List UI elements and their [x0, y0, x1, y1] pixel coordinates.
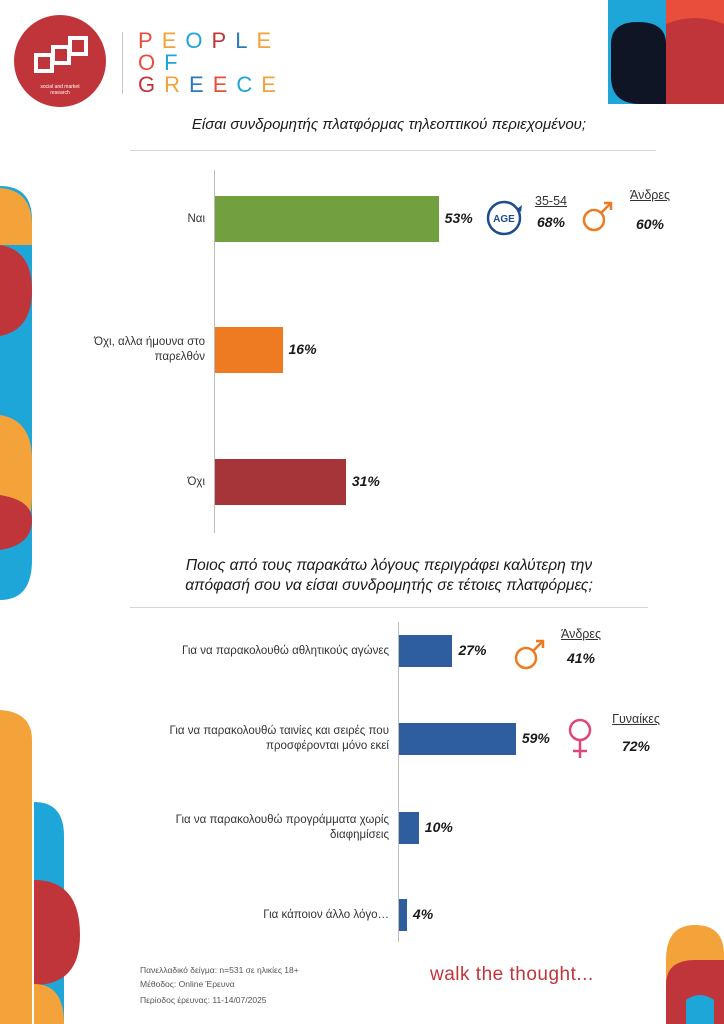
chart2-category-label: Για να παρακολουθώ προγράμματα χωρίς διαφ… — [89, 813, 389, 843]
chart1-bar — [215, 459, 346, 505]
brand-letter: E — [256, 28, 281, 53]
chart2-category-line: Για να παρακολουθώ αθλητικούς αγώνες — [182, 644, 389, 657]
chart2-bar — [399, 812, 419, 844]
brand-line-3: GREECE — [138, 74, 285, 96]
female-badge-label: Γυναίκες — [612, 712, 660, 726]
brand-letter: C — [236, 72, 262, 97]
brand-line-1: PEOPLE — [138, 30, 280, 52]
male-badge-label-1: Άνδρες — [629, 188, 671, 202]
footer-period: Περίοδος έρευνας: 11-14/07/2025 — [140, 995, 267, 1005]
age-icon: AGE — [486, 200, 522, 236]
brand-letter: R — [164, 72, 190, 97]
chart2-category-line: Για κάποιον άλλο λόγο… — [263, 908, 389, 921]
chart1-axis — [214, 170, 215, 533]
chart2-value-label: 10% — [424, 819, 453, 835]
age-badge-value: 68% — [536, 214, 566, 230]
chart2-bar — [399, 723, 516, 755]
chart2-title: Ποιος από τους παρακάτω λόγους περιγράφε… — [130, 556, 648, 596]
brand-letter: P — [211, 28, 236, 53]
chart1-value-label: 53% — [444, 210, 473, 226]
chart2-axis — [398, 622, 399, 942]
chart1-divider — [130, 150, 656, 151]
brand-letter: F — [164, 50, 187, 75]
chart2-bar — [399, 635, 453, 667]
chart2-value-label: 59% — [521, 730, 550, 746]
brand-letter: E — [161, 28, 186, 53]
chart2-category-line: διαφημίσεις — [330, 829, 389, 841]
chart1-category-line: παρελθόν — [154, 351, 205, 363]
brand-line-2: OF — [138, 52, 187, 74]
chart1-category-label: Ναι — [15, 212, 205, 227]
chart2-category-label: Για κάποιον άλλο λόγο… — [89, 908, 389, 923]
chart1-bar — [215, 327, 283, 373]
tagline: walk the thought... — [430, 964, 594, 985]
logo-subtitle: social and market research — [14, 84, 106, 96]
chart2-value-label: 4% — [412, 906, 434, 922]
age-badge-label: 35-54 — [535, 194, 567, 208]
female-badge-value: 72% — [621, 738, 651, 754]
chart1-category-label: Όχι, αλλα ήμουνα στο παρελθόν — [15, 335, 205, 365]
male-icon — [582, 201, 613, 232]
brand-letter: P — [138, 28, 162, 53]
chart1-category-line: Όχι, αλλα ήμουνα στο — [94, 336, 205, 348]
chart2-divider — [130, 607, 648, 608]
logo-subtitle-line1: social and market — [40, 84, 80, 90]
male-icon-2 — [514, 639, 545, 670]
footer-sample: Πανελλαδικό δείγμα: n=531 σε ηλικίες 18+ — [140, 965, 299, 975]
chart2-category-label: Για να παρακολουθώ ταινίες και σειρές πο… — [89, 724, 389, 754]
chart1-bar — [215, 196, 439, 242]
chart2-title-line1: Ποιος από τους παρακάτω λόγους περιγράφε… — [185, 557, 593, 574]
chart1-value-label: 16% — [288, 341, 317, 357]
chart2-category-line: Για να παρακολουθώ ταινίες και σειρές πο… — [169, 725, 389, 737]
brand-letter: E — [212, 72, 237, 97]
chart2-category-line: προσφέρονται μόνο εκεί — [266, 740, 389, 752]
brand-letter: O — [138, 50, 165, 75]
brand-letter: E — [189, 72, 213, 97]
brand-letter: G — [138, 72, 165, 97]
male-badge-value-2: 41% — [566, 650, 596, 666]
age-icon-text: AGE — [493, 214, 515, 225]
footer-method: Μέθοδος: Online Έρευνα — [140, 979, 235, 989]
logo-divider — [122, 32, 123, 94]
chart2-bar — [399, 899, 407, 931]
chart2-value-label: 27% — [458, 642, 487, 658]
chart1-title: Είσαι συνδρομητής πλατφόρμας τηλεοπτικού… — [191, 116, 587, 133]
brand-letter: E — [261, 72, 285, 97]
chart1-category-line: Ναι — [187, 212, 205, 225]
logo-mark — [34, 36, 88, 73]
chart2-category-line: Για να παρακολουθώ προγράμματα χωρίς — [175, 814, 389, 826]
chart1-value-label: 31% — [351, 473, 380, 489]
chart2-category-label: Για να παρακολουθώ αθλητικούς αγώνες — [89, 644, 389, 659]
chart1-category-label: Όχι — [15, 475, 206, 490]
brand-letter: O — [185, 28, 212, 53]
male-badge-value-1: 60% — [635, 216, 665, 232]
chart1-category-line: Όχι — [187, 475, 206, 488]
logo-subtitle-line2: research — [50, 90, 70, 96]
female-icon — [568, 718, 592, 758]
brand-letter: L — [235, 28, 257, 53]
male-badge-label-2: Άνδρες — [560, 627, 602, 641]
chart2-title-line2: απόφασή σου να είσαι συνδρομητής σε τέτο… — [185, 577, 593, 594]
